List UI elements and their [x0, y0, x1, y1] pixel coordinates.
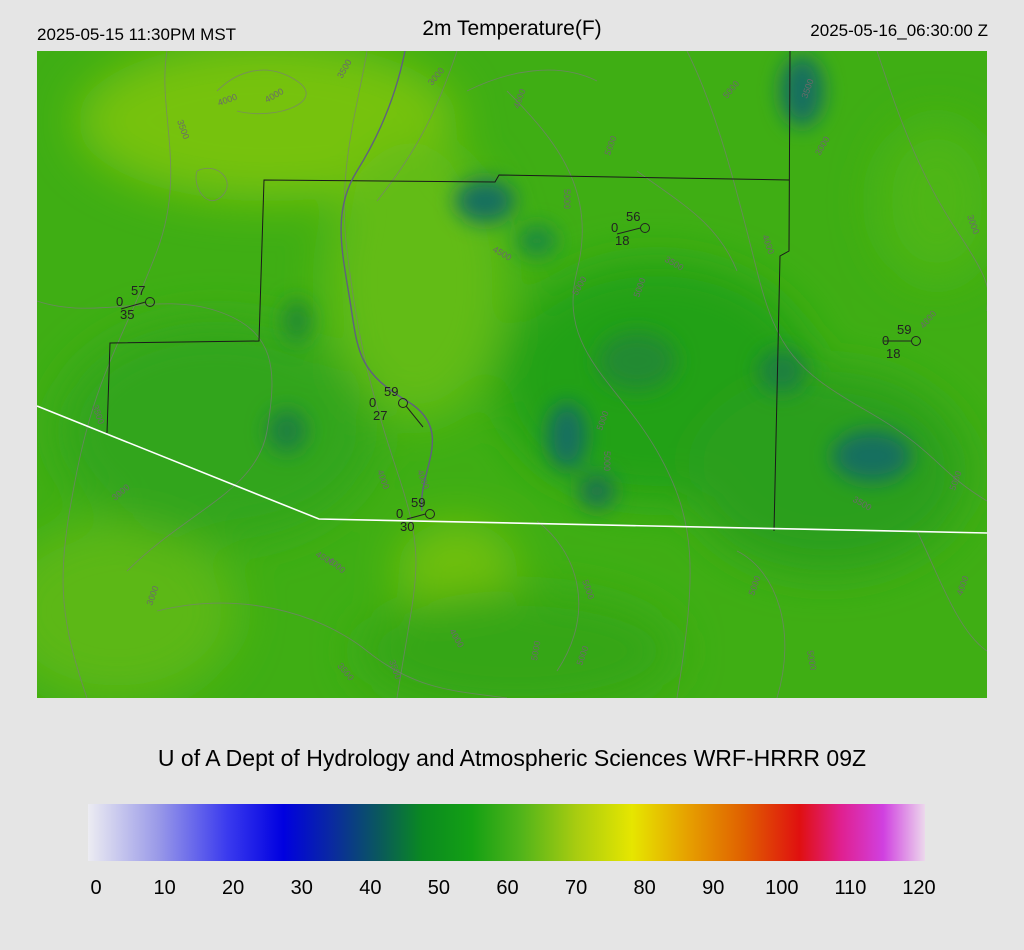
credit-line: U of A Dept of Hydrology and Atmospheric… — [157, 745, 867, 771]
colorbar-tick-label: 80 — [633, 877, 656, 899]
colorbar-tick-label: 20 — [222, 877, 245, 899]
colorbar-tick-label: 120 — [902, 877, 936, 899]
station-wind-speed: 0 — [611, 220, 618, 235]
wind-barb — [405, 405, 424, 428]
county-boundaries — [106, 51, 791, 532]
station-temperature: 59 — [411, 495, 425, 510]
station-temperature: 59 — [897, 322, 911, 337]
station-dewpoint: 18 — [886, 346, 900, 361]
cold-pockets — [267, 55, 912, 509]
temperature-colorbar — [88, 804, 925, 861]
river — [340, 51, 434, 512]
station-dewpoint: 35 — [120, 307, 134, 322]
colorbar-tick-label: 70 — [564, 877, 588, 899]
station-plot[interactable]: 56 018 — [611, 209, 650, 248]
colorbar-tick-label: 50 — [427, 877, 451, 899]
colorbar-tick-label: 100 — [765, 877, 799, 899]
utc-time-label: 2025-05-16_06:30:00 Z — [810, 21, 988, 40]
contour-label: 5000 — [602, 451, 612, 471]
temperature-map[interactable]: 3500 4000 4000 3500 3000 4000 5000 5000 3500 3000… — [37, 51, 987, 698]
colorbar-tick-label: 30 — [290, 877, 313, 899]
colorbar-tick-label: 90 — [702, 877, 725, 899]
colorbar-tick-label: 40 — [359, 877, 382, 899]
station-temperature: 56 — [626, 209, 640, 224]
colorbar-tick-label: 10 — [153, 877, 176, 899]
contour-label: 5000 — [529, 640, 542, 661]
contour-label: 5000 — [562, 189, 572, 209]
station-temperature: 59 — [384, 384, 398, 399]
wind-barb — [120, 301, 146, 310]
station-temperature: 57 — [131, 283, 145, 298]
station-dewpoint: 18 — [615, 233, 629, 248]
wind-barb — [616, 227, 641, 235]
contour-label: 5000 — [805, 650, 818, 671]
station-dewpoint: 30 — [400, 519, 414, 534]
local-time-label: 2025-05-15 11:30PM MST — [37, 25, 237, 44]
station-wind-speed: 0 — [882, 333, 889, 348]
wind-barb — [406, 513, 426, 520]
station-wind-speed: 0 — [396, 506, 403, 521]
station-wind-speed: 0 — [369, 395, 376, 410]
colorbar-tick-label: 0 — [90, 877, 102, 899]
station-circle — [398, 398, 408, 408]
station-plot[interactable]: 59 030 — [396, 495, 435, 534]
station-wind-speed: 0 — [116, 294, 123, 309]
map-title: 2m Temperature(F) — [422, 17, 602, 40]
state-border — [37, 405, 987, 534]
station-dewpoint: 27 — [373, 408, 387, 423]
colorbar-tick-label: 60 — [496, 877, 519, 899]
station-plot[interactable]: 59 027 — [369, 384, 424, 428]
colorbar-tick-label: 110 — [834, 877, 867, 899]
station-plot[interactable]: 59 018 — [882, 322, 921, 361]
station-plot[interactable]: 57 035 — [116, 283, 155, 322]
